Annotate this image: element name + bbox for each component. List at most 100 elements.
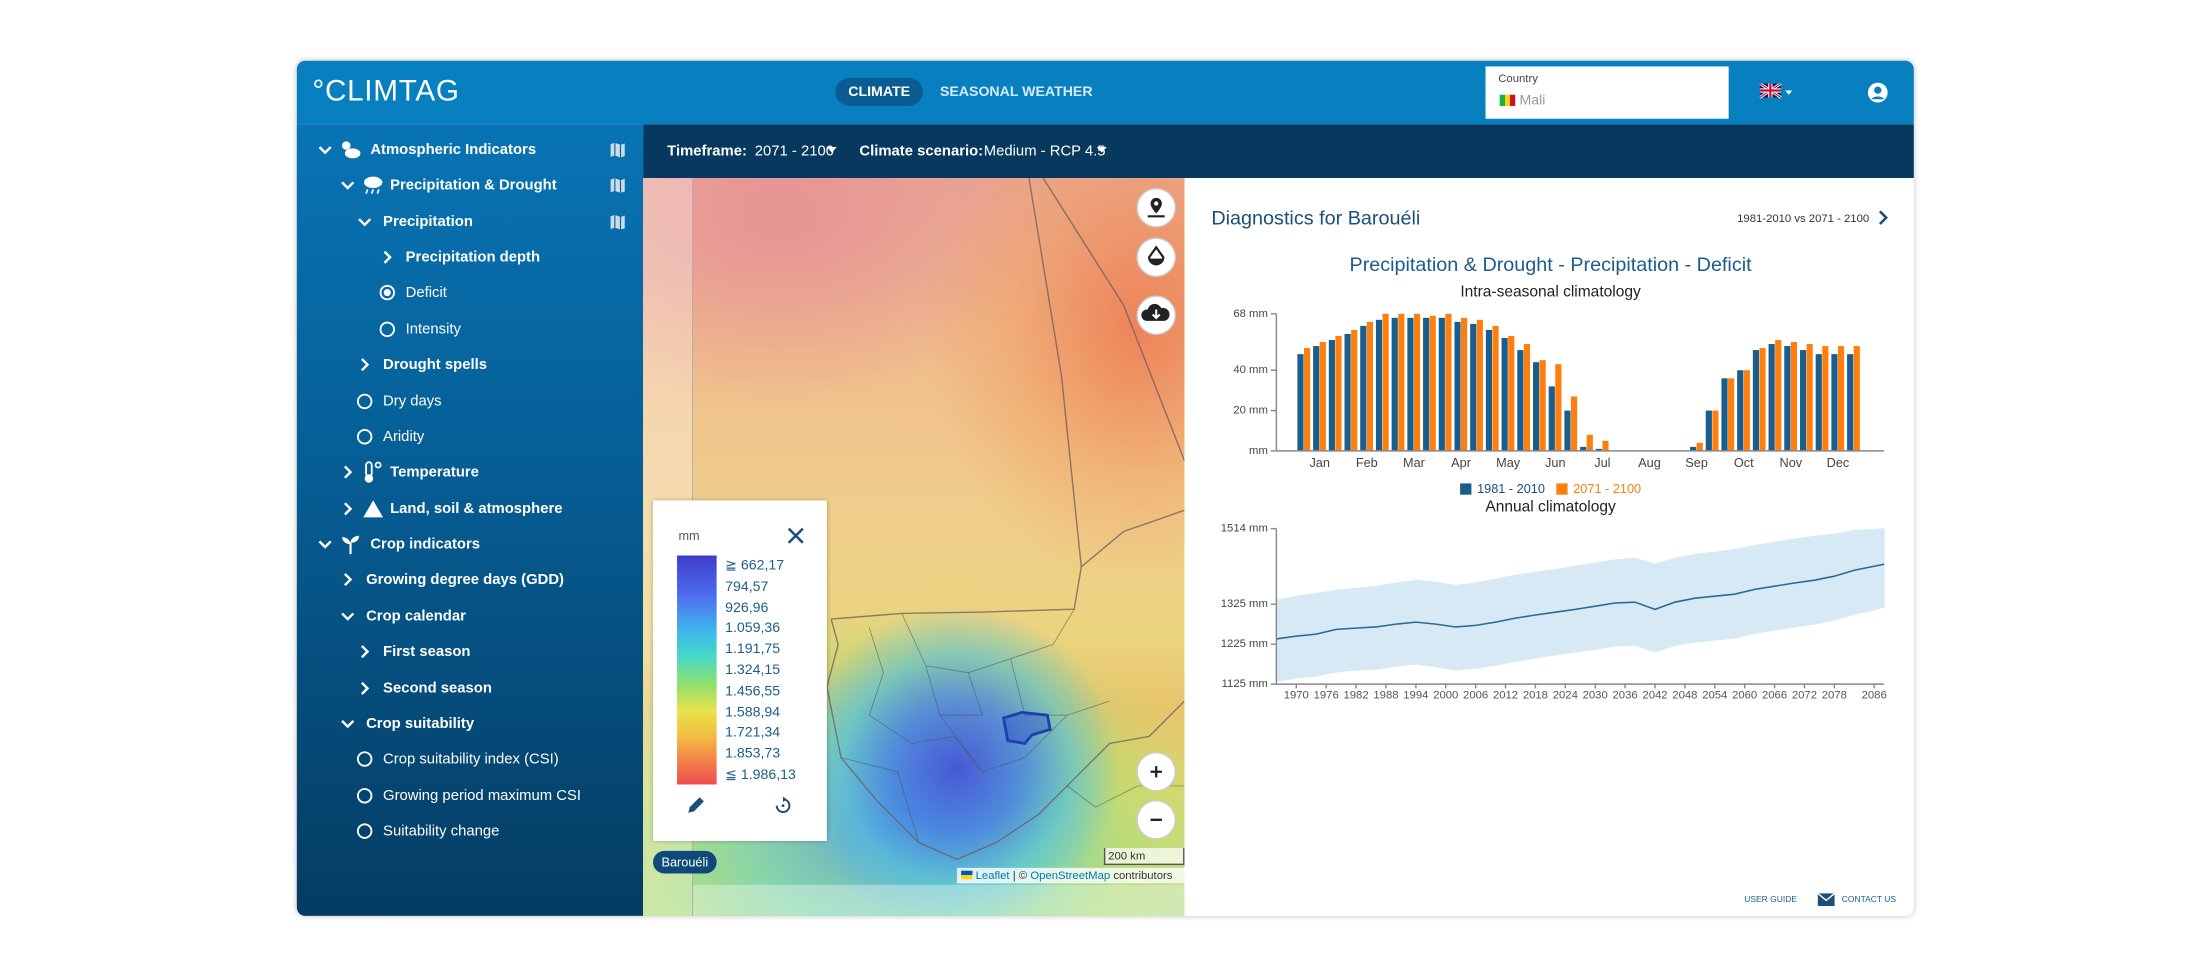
sidebar-item[interactable]: First season <box>383 643 471 661</box>
legend-gradient <box>677 555 717 785</box>
sidebar-item[interactable]: Precipitation depth <box>405 248 541 266</box>
map-toggle[interactable] <box>609 213 626 230</box>
comparison-label[interactable]: 1981-2010 vs 2071 - 2100 <box>1737 212 1870 225</box>
legend-label: 794,57 <box>725 579 769 595</box>
legend-label: ≧ 662,17 <box>725 558 785 574</box>
leaflet-link[interactable]: Leaflet <box>975 869 1010 882</box>
legend-reset[interactable] <box>773 796 793 816</box>
radio-button[interactable] <box>356 392 373 409</box>
tab-seasonal[interactable]: SEASONAL WEATHER <box>939 84 1093 101</box>
radio-ring <box>379 285 395 301</box>
comparison-chevron[interactable] <box>1877 209 1889 226</box>
chevron-down <box>341 719 355 729</box>
scale-bar <box>1103 848 1185 866</box>
sidebar-item[interactable]: Growing degree days (GDD) <box>366 571 565 589</box>
category-icon <box>363 177 383 195</box>
expand-toggle[interactable] <box>317 141 334 158</box>
radio-button[interactable] <box>379 285 396 302</box>
diagnostics-panel <box>1184 178 1914 916</box>
sidebar-item[interactable]: Land, soil & atmosphere <box>390 499 563 517</box>
radio-button[interactable] <box>356 823 373 840</box>
expand-toggle[interactable] <box>339 464 356 481</box>
legend-unit: mm <box>678 528 700 543</box>
sidebar-item[interactable]: Suitability change <box>383 822 500 840</box>
sidebar-item[interactable]: Crop calendar <box>366 607 466 625</box>
legend-label: 1.853,73 <box>725 746 781 763</box>
rain <box>365 189 380 195</box>
language-flag[interactable] <box>1759 83 1797 100</box>
sidebar-item[interactable]: Aridity <box>383 428 425 446</box>
sidebar-item[interactable]: Atmospheric Indicators <box>370 141 537 159</box>
sun <box>342 141 351 150</box>
sidebar-item[interactable]: Temperature <box>390 464 479 482</box>
sidebar-item[interactable]: Second season <box>383 679 492 697</box>
chevron-right <box>360 358 370 372</box>
attribution-separator: | © <box>1012 869 1028 882</box>
cloud <box>363 177 383 189</box>
legend-label: 1.588,94 <box>725 704 781 721</box>
sidebar-item[interactable]: Deficit <box>405 284 447 302</box>
region-badge[interactable] <box>653 850 717 874</box>
scenario-label: Climate scenario: <box>859 142 984 160</box>
tab-active[interactable] <box>835 77 923 107</box>
expand-toggle[interactable] <box>356 679 373 696</box>
expand-toggle[interactable] <box>356 357 373 374</box>
radio-button[interactable] <box>379 321 396 338</box>
chevron-down <box>318 146 332 155</box>
sidebar-item[interactable]: Growing period maximum CSI <box>383 786 581 804</box>
chevron-right <box>344 573 353 587</box>
attribution-suffix: contributors <box>1113 869 1173 882</box>
map-icon <box>610 178 625 194</box>
map-toggle[interactable] <box>609 177 626 194</box>
expand-toggle[interactable] <box>379 249 396 266</box>
download-button[interactable] <box>1136 295 1176 335</box>
user-icon[interactable] <box>1867 82 1888 103</box>
carets <box>826 146 1107 153</box>
sidebar-item[interactable]: Intensity <box>405 320 461 338</box>
country-label: Country <box>1498 72 1538 85</box>
expand-toggle[interactable] <box>339 500 356 517</box>
zoom-in-button[interactable] <box>1136 751 1176 792</box>
legend-edit[interactable] <box>686 796 706 816</box>
radio-dot <box>383 289 391 297</box>
radio-ring <box>379 321 395 337</box>
tab-climate[interactable]: CLIMATE <box>848 84 911 101</box>
expand-toggle[interactable] <box>339 177 356 194</box>
sidebar-item[interactable]: Precipitation <box>383 213 473 231</box>
sidebar-item[interactable]: Precipitation & Drought <box>390 177 557 195</box>
chevron-down <box>318 540 332 549</box>
chevron-down <box>341 181 355 191</box>
location-button[interactable] <box>1136 187 1176 228</box>
expand-toggle[interactable] <box>356 643 373 660</box>
sidebar-item[interactable]: Crop indicators <box>370 535 481 553</box>
sidebar-item[interactable]: Drought spells <box>383 356 487 374</box>
country-select[interactable] <box>1485 66 1729 119</box>
osm-link[interactable]: OpenStreetMap <box>1030 869 1111 882</box>
map-icon <box>610 214 625 230</box>
category-icon <box>342 141 361 159</box>
scenario-select[interactable]: Medium - RCP 4.5 <box>983 142 1106 160</box>
expand-toggle[interactable] <box>356 213 373 230</box>
expand-toggle[interactable] <box>339 715 356 732</box>
sidebar-item[interactable]: Crop suitability index (CSI) <box>383 750 559 768</box>
sidebar-item[interactable]: Crop suitability <box>366 715 475 733</box>
radio-button[interactable] <box>356 751 373 768</box>
map-toggle[interactable] <box>609 141 626 158</box>
user-guide-link[interactable]: USER GUIDE <box>1744 896 1797 905</box>
expand-toggle[interactable] <box>339 608 356 625</box>
legend-close[interactable] <box>787 527 804 544</box>
layer-button[interactable] <box>1136 237 1176 278</box>
zoom-out-button[interactable] <box>1136 800 1176 840</box>
radio-button[interactable] <box>356 787 373 804</box>
chevron-right <box>383 250 392 264</box>
expand-toggle[interactable] <box>317 536 334 553</box>
contact-link[interactable]: CONTACT US <box>1841 896 1897 905</box>
timeframe-select[interactable]: 2071 - 2100 <box>754 142 835 160</box>
sidebar-item[interactable]: Dry days <box>383 392 442 410</box>
logo[interactable]: °CLIMTAG <box>312 74 460 108</box>
chevron-down <box>358 217 372 227</box>
radio-button[interactable] <box>356 428 373 445</box>
expand-toggle[interactable] <box>339 572 356 589</box>
attribution: Leaflet | © OpenStreetMap contributors <box>956 867 1185 884</box>
